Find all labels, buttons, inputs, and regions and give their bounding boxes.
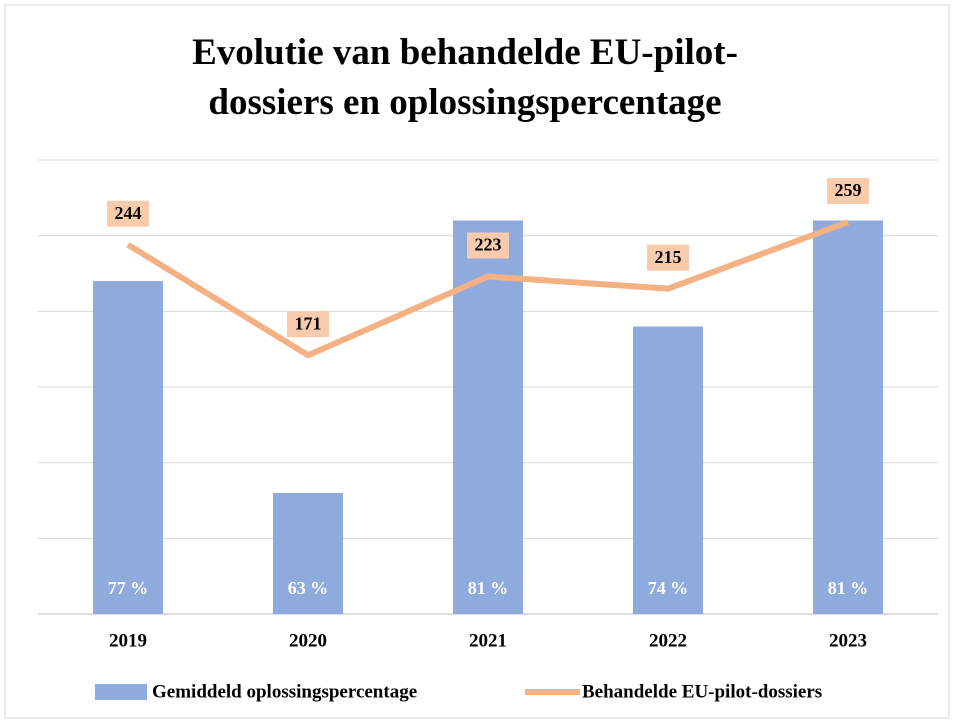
line-label-box [467,232,509,259]
line-value-label: 215 [655,247,682,267]
x-tick-label: 2021 [469,630,507,651]
line-label-box [827,178,869,205]
x-tick-label: 2022 [649,630,687,651]
bar-value-label: 81 % [828,578,869,598]
line-label-box [647,244,689,271]
x-tick-label: 2019 [109,630,147,651]
line [126,219,850,359]
bar [93,281,163,614]
line-label-box [287,311,329,338]
bar-value-label: 81 % [468,578,509,598]
bar-value-label: 77 % [108,578,149,598]
line-value-label: 244 [115,203,142,223]
line-value-label: 223 [475,235,502,255]
line-value-label: 171 [295,313,322,333]
bar-value-label: 63 % [288,578,329,598]
line-value-label: 259 [835,180,862,200]
legend-label: Gemiddeld oplossingspercentage [152,681,417,702]
x-tick-label: 2023 [829,630,867,651]
line-label-box [107,200,149,227]
legend-swatch [95,684,147,700]
bar [273,492,343,614]
x-tick-label: 2020 [289,630,327,651]
bar [633,326,703,614]
chart-title: Evolutie van behandelde EU-pilot-dossier… [192,32,738,123]
legend-label: Behandelde EU-pilot-dossiers [582,681,822,702]
bar-value-label: 74 % [648,578,689,598]
bar [813,220,883,615]
